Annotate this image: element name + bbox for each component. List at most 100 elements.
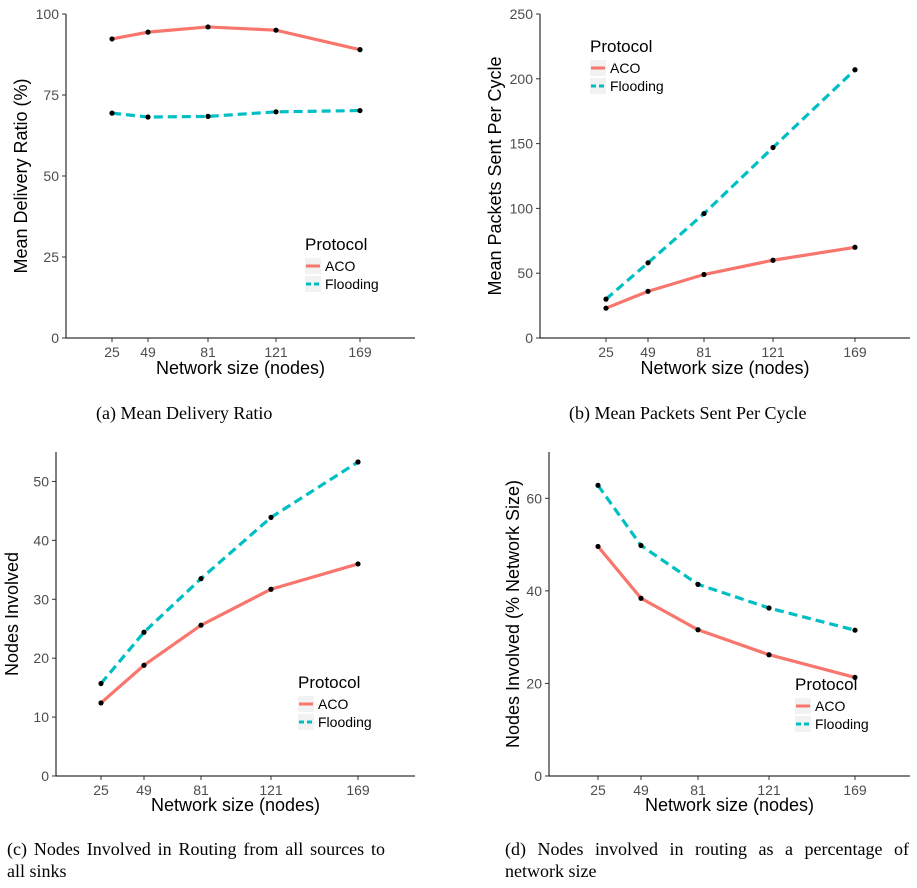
data-point: [770, 144, 776, 151]
x-tick-label: 25: [104, 344, 120, 360]
data-point: [701, 210, 707, 217]
data-point: [198, 622, 204, 628]
data-point: [273, 27, 279, 33]
y-tick-label: 50: [517, 265, 533, 281]
chart-d: 0 20 40 60 25 49 81 121 169 Network size (nodes) N…: [503, 452, 910, 815]
y-tick-label: 40: [33, 532, 49, 548]
y-axis-title: Nodes Involved (% Network Size): [503, 480, 523, 748]
x-tick-label: 169: [346, 782, 370, 798]
x-tick-label: 81: [696, 344, 712, 360]
x-tick-label: 169: [843, 782, 867, 798]
data-point: [355, 561, 361, 567]
chart-b: 0 50 100 150 200 250 25 49 81 121 169 Network size …: [485, 6, 910, 378]
data-point: [603, 296, 609, 302]
data-point: [268, 514, 274, 520]
legend-title: Protocol: [298, 673, 360, 692]
data-point: [595, 482, 601, 488]
data-point: [852, 627, 858, 633]
y-tick-label: 40: [526, 583, 542, 599]
data-point: [852, 244, 858, 250]
x-axis-title: Network size (nodes): [151, 795, 320, 815]
data-point: [205, 113, 211, 119]
series-line-flooding: [604, 68, 857, 301]
legend-label: Flooding: [318, 714, 372, 730]
legend-label: ACO: [815, 698, 845, 714]
data-point: [695, 581, 701, 587]
legend-title: Protocol: [305, 235, 367, 254]
data-point: [638, 595, 644, 601]
data-point: [145, 29, 151, 35]
caption-d: (d) Nodes involved in routing as a perce…: [505, 839, 909, 881]
legend-title: Protocol: [590, 37, 652, 56]
y-axis-title: Mean Delivery Ratio (%): [11, 78, 31, 273]
legend-key-bg: [590, 78, 606, 94]
y-tick-label: 50: [43, 168, 59, 184]
data-point: [198, 576, 204, 582]
y-tick-label: 150: [510, 136, 534, 152]
data-point: [701, 271, 707, 278]
data-point: [770, 257, 776, 263]
data-point: [852, 67, 858, 73]
caption-b: (b) Mean Packets Sent Per Cycle: [569, 403, 807, 423]
y-tick-label: 100: [510, 200, 534, 216]
chart-c: 0 10 20 30 40 50 25 49 81 121 169 Network size (nod…: [2, 452, 415, 815]
y-tick-label: 0: [525, 330, 533, 346]
data-point: [766, 605, 772, 611]
y-tick-label: 75: [43, 87, 59, 103]
x-tick-label: 49: [136, 782, 152, 798]
x-axis-title: Network size (nodes): [645, 795, 814, 815]
x-axis-title: Network size (nodes): [640, 358, 809, 378]
x-axis-title: Network size (nodes): [156, 358, 325, 378]
data-point: [603, 305, 609, 311]
x-tick-label: 81: [200, 344, 216, 360]
data-point: [141, 629, 147, 635]
x-tick-label: 169: [348, 344, 372, 360]
y-tick-label: 0: [51, 330, 59, 346]
data-point: [141, 662, 147, 668]
series-line-aco: [596, 545, 856, 679]
x-tick-label: 81: [690, 782, 706, 798]
legend-label: Flooding: [325, 276, 379, 292]
x-tick-label: 25: [590, 782, 606, 798]
data-point: [109, 36, 115, 42]
x-tick-label: 169: [843, 344, 867, 360]
series-line-flooding: [596, 484, 856, 632]
data-point: [268, 586, 274, 592]
y-tick-label: 50: [33, 473, 49, 489]
data-point: [357, 47, 363, 53]
y-tick-label: 20: [526, 675, 542, 691]
data-point: [205, 24, 211, 30]
y-axis-title: Mean Packets Sent Per Cycle: [485, 56, 505, 295]
legend-label: ACO: [318, 696, 348, 712]
x-tick-label: 49: [640, 344, 656, 360]
data-point: [355, 459, 361, 465]
y-tick-label: 100: [36, 6, 60, 22]
y-tick-label: 10: [33, 709, 49, 725]
caption-c: (c) Nodes Involved in Routing from all s…: [7, 839, 385, 881]
legend-key-bg: [795, 716, 811, 732]
data-point: [645, 288, 651, 294]
y-tick-label: 0: [534, 768, 542, 784]
data-point: [98, 700, 104, 706]
y-tick-label: 20: [33, 650, 49, 666]
y-tick-label: 30: [33, 591, 49, 607]
data-point: [109, 110, 115, 116]
series-line-aco: [605, 245, 856, 310]
y-axis-title: Nodes Involved: [2, 552, 22, 676]
x-tick-label: 121: [259, 782, 283, 798]
legend-title: Protocol: [795, 675, 857, 694]
x-tick-label: 25: [598, 344, 614, 360]
x-tick-label: 121: [264, 344, 288, 360]
x-tick-label: 121: [757, 782, 781, 798]
legend-key-bg: [298, 714, 314, 730]
legend-label: Flooding: [610, 78, 664, 94]
x-tick-label: 121: [761, 344, 785, 360]
legend-label: ACO: [610, 60, 640, 76]
legend-label: Flooding: [815, 716, 869, 732]
data-point: [357, 107, 363, 114]
x-tick-label: 81: [193, 782, 209, 798]
y-tick-label: 25: [43, 249, 59, 265]
series-line-flooding: [99, 460, 359, 685]
y-tick-label: 0: [41, 768, 49, 784]
